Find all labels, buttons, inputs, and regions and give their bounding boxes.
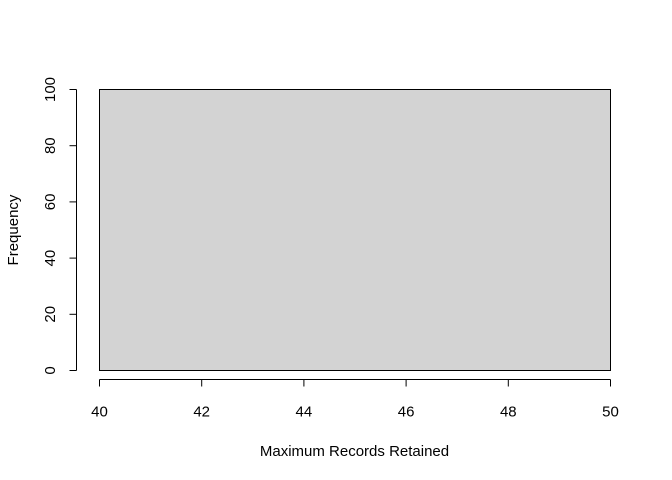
x-axis-title: Maximum Records Retained	[260, 443, 449, 460]
x-tick-label: 40	[91, 404, 108, 421]
y-axis-title: Frequency	[5, 194, 22, 265]
y-tick-label: 60	[42, 194, 59, 211]
y-tick-label: 100	[42, 77, 59, 102]
y-axis: 0 20 40 60 80 100	[42, 77, 77, 375]
y-tick-label: 20	[42, 306, 59, 323]
bars-layer	[99, 89, 611, 371]
x-axis: 40 42 44 46 48 50	[91, 379, 619, 421]
x-tick-label: 50	[602, 404, 619, 421]
x-tick-label: 46	[398, 404, 415, 421]
y-tick-label: 80	[42, 137, 59, 154]
histogram-bar-0	[99, 89, 611, 371]
x-tick-label: 48	[500, 404, 517, 421]
x-tick-label: 44	[296, 404, 313, 421]
y-tick-label: 40	[42, 250, 59, 267]
x-tick-label: 42	[193, 404, 210, 421]
y-tick-label: 0	[42, 366, 59, 374]
